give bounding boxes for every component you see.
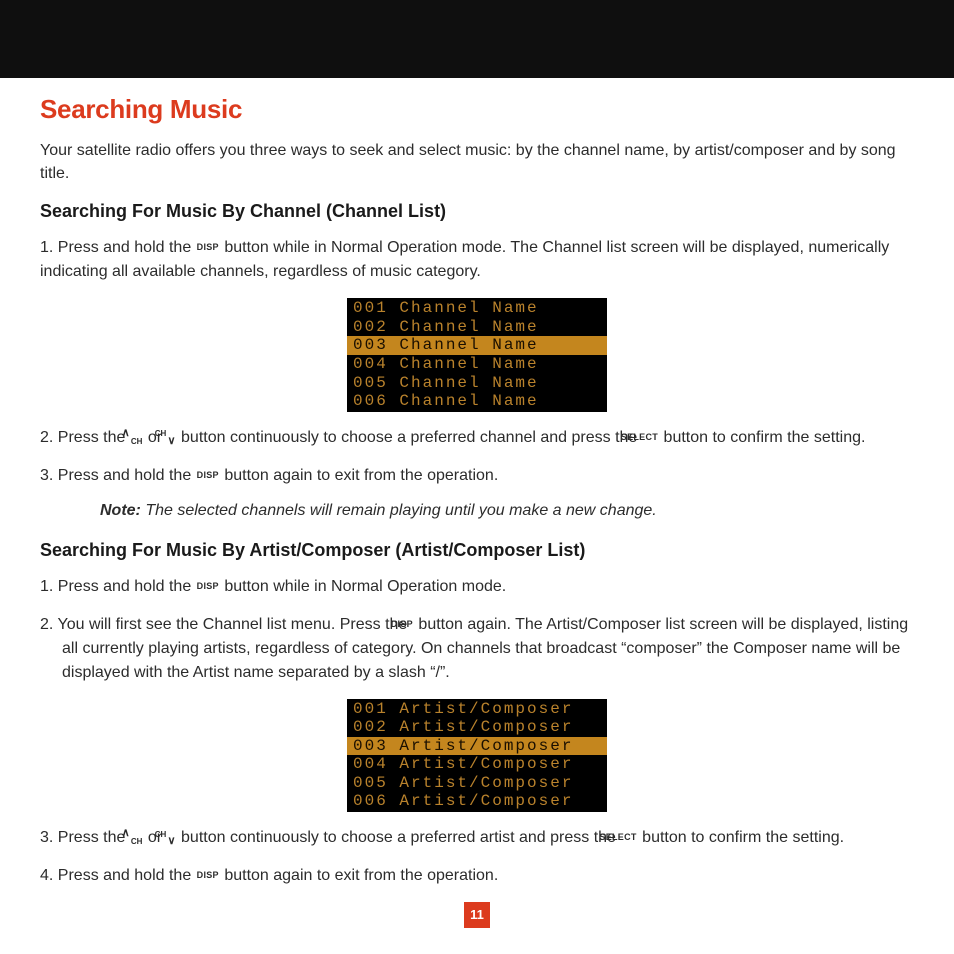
lcd-row: 002 Channel Name <box>347 318 607 337</box>
s1-note: Note: The selected channels will remain … <box>100 502 914 520</box>
lcd-row: 005 Artist/Composer <box>347 774 607 793</box>
top-bar <box>0 0 954 78</box>
ch-up-icon: ∧CH <box>130 830 144 845</box>
artist-list-lcd: 001 Artist/Composer 002 Artist/Composer … <box>347 699 607 812</box>
s2-step1-a: 1. Press and hold the <box>40 578 196 595</box>
lcd-row-selected: 003 Channel Name <box>347 336 607 355</box>
lcd-row: 005 Channel Name <box>347 374 607 393</box>
intro-paragraph: Your satellite radio offers you three wa… <box>40 139 914 185</box>
s2-step4: 4. Press and hold the DISP button again … <box>40 864 914 888</box>
s2-step3-d: button to confirm the setting. <box>638 829 844 846</box>
section2-heading: Searching For Music By Artist/Composer (… <box>40 540 914 561</box>
lcd-row-selected: 003 Artist/Composer <box>347 737 607 756</box>
ch-up-icon: ∧CH <box>130 430 144 445</box>
select-button-icon: SELECT <box>620 831 637 845</box>
disp-button-icon: DISP <box>196 469 220 483</box>
lcd-row: 002 Artist/Composer <box>347 718 607 737</box>
disp-button-icon: DISP <box>196 241 220 255</box>
lcd-row: 004 Artist/Composer <box>347 755 607 774</box>
s2-step3: 3. Press the ∧CH or CH∨ button continuou… <box>40 826 914 850</box>
s1-step2-a: 2. Press the <box>40 429 130 446</box>
ch-down-icon: CH∨ <box>167 831 177 846</box>
s1-step2-c: button continuously to choose a preferre… <box>177 429 642 446</box>
ch-down-icon: CH∨ <box>167 430 177 445</box>
s2-step2: 2. You will first see the Channel list m… <box>40 613 914 685</box>
page-content: Searching Music Your satellite radio off… <box>0 78 954 928</box>
s1-step1: 1. Press and hold the DISP button while … <box>40 236 914 284</box>
lcd-row: 006 Channel Name <box>347 392 607 411</box>
disp-button-icon: DISP <box>196 869 220 883</box>
s2-step4-b: button again to exit from the operation. <box>220 867 498 884</box>
lcd-row: 006 Artist/Composer <box>347 792 607 811</box>
s2-step2-a: 2. You will first see the Channel list m… <box>40 616 412 633</box>
s1-step2-d: button to confirm the setting. <box>659 429 865 446</box>
lcd-row: 001 Channel Name <box>347 299 607 318</box>
s2-step4-a: 4. Press and hold the <box>40 867 196 884</box>
lcd-row: 004 Channel Name <box>347 355 607 374</box>
s1-step3: 3. Press and hold the DISP button again … <box>40 464 914 488</box>
lcd-row: 001 Artist/Composer <box>347 700 607 719</box>
note-text: The selected channels will remain playin… <box>141 502 657 519</box>
page-title: Searching Music <box>40 94 914 125</box>
s1-step1-a: 1. Press and hold the <box>40 239 196 256</box>
channel-list-lcd: 001 Channel Name 002 Channel Name 003 Ch… <box>347 298 607 411</box>
section1-heading: Searching For Music By Channel (Channel … <box>40 201 914 222</box>
s2-step1: 1. Press and hold the DISP button while … <box>40 575 914 599</box>
select-button-icon: SELECT <box>642 431 659 445</box>
s1-step3-a: 3. Press and hold the <box>40 467 196 484</box>
s1-step2: 2. Press the ∧CH or CH∨ button continuou… <box>40 426 914 450</box>
s1-step3-b: button again to exit from the operation. <box>220 467 498 484</box>
s2-step1-b: button while in Normal Operation mode. <box>220 578 506 595</box>
s2-step3-c: button continuously to choose a preferre… <box>177 829 621 846</box>
disp-button-icon: DISP <box>196 580 220 594</box>
s2-step3-a: 3. Press the <box>40 829 130 846</box>
page-number-badge: 11 <box>464 902 490 928</box>
note-label: Note: <box>100 502 141 519</box>
